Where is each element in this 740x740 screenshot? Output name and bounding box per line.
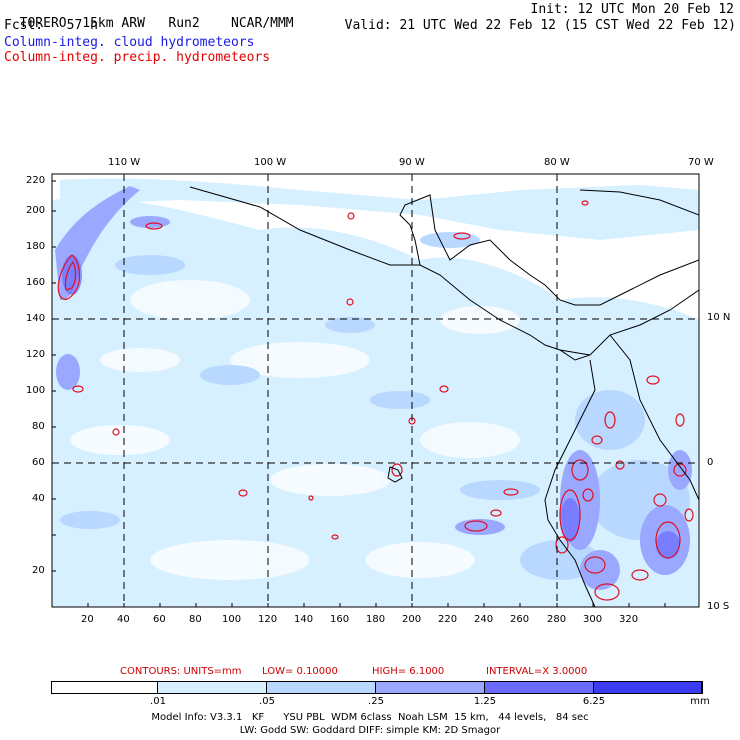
colorbar-unit: mm	[690, 696, 710, 707]
lat-label-10s: 10 S	[707, 601, 730, 612]
x-tick-label: 120	[258, 614, 278, 625]
colorbar-label: 6.25	[582, 696, 606, 707]
lon-label-100w: 100 W	[254, 157, 287, 168]
x-tick-label: 40	[117, 614, 130, 625]
colorbar-cell	[485, 682, 594, 693]
lon-label-110w: 110 W	[108, 157, 141, 168]
contour-interval: INTERVAL=X 3.0000	[486, 666, 588, 677]
axis-ticks	[52, 180, 666, 607]
field-cloud-label: Column-integ. cloud hydrometeors	[4, 35, 255, 50]
y-tick-label: 180	[26, 241, 46, 252]
y-tick-label: 100	[26, 385, 46, 396]
y-tick-label: 80	[32, 421, 45, 432]
header-line1: TORERO 15km ARW Run2 NCAR/MMM	[4, 3, 294, 31]
colorbar-cell	[267, 682, 376, 693]
x-tick-label: 180	[366, 614, 386, 625]
y-tick-label: 120	[26, 349, 46, 360]
colorbar-cell	[594, 682, 702, 693]
model-info-line2: LW: Godd SW: Goddard DIFF: simple KM: 2D…	[239, 725, 501, 736]
y-tick-label: 200	[26, 205, 46, 216]
x-tick-label: 220	[438, 614, 458, 625]
graticule	[52, 174, 699, 607]
colorbar-label: .25	[368, 696, 384, 707]
x-tick-label: 320	[619, 614, 639, 625]
y-tick-label: 160	[26, 277, 46, 288]
contour-high: HIGH= 6.1000	[372, 666, 445, 677]
colorbar	[51, 681, 703, 694]
colorbar-label: 1.25	[473, 696, 497, 707]
y-tick-label: 20	[32, 565, 45, 576]
x-tick-label: 20	[81, 614, 94, 625]
x-tick-label: 240	[474, 614, 494, 625]
colorbar-cell	[376, 682, 485, 693]
model-info-line1: Model Info: V3.3.1 KF YSU PBL WDM 6class…	[151, 712, 589, 723]
y-tick-label: 60	[32, 457, 45, 468]
contour-units: CONTOURS: UNITS=mm	[120, 666, 242, 677]
lon-label-70w: 70 W	[688, 157, 714, 168]
x-tick-label: 260	[510, 614, 530, 625]
valid-time: Valid: 21 UTC Wed 22 Feb 12 (15 CST Wed …	[344, 18, 736, 33]
init-time: Init: 12 UTC Mon 20 Feb 12	[530, 2, 735, 17]
x-tick-label: 300	[583, 614, 603, 625]
forecast-hour: Fcst: 57 h	[4, 19, 98, 33]
resolution: 15km ARW	[82, 16, 145, 31]
lat-label-10n: 10 N	[707, 312, 731, 323]
x-tick-label: 60	[153, 614, 166, 625]
colorbar-cell	[158, 682, 267, 693]
x-tick-label: 140	[294, 614, 314, 625]
colorbar-cell	[52, 682, 158, 693]
fcst-label: Fcst:	[4, 18, 44, 33]
fcst-value: 57 h	[66, 18, 98, 33]
y-tick-label: 140	[26, 313, 46, 324]
run-name: TORERO	[19, 16, 67, 31]
y-tick-label: 40	[32, 493, 45, 504]
contour-low: LOW= 0.10000	[262, 666, 338, 677]
colorbar-label: .01	[150, 696, 166, 707]
y-tick-label: 220	[26, 175, 46, 186]
lat-label-0: 0	[707, 457, 714, 468]
shaded-field	[52, 174, 699, 607]
x-tick-label: 280	[547, 614, 567, 625]
x-tick-label: 200	[402, 614, 422, 625]
lon-label-80w: 80 W	[544, 157, 570, 168]
x-tick-label: 160	[330, 614, 350, 625]
lon-label-90w: 90 W	[399, 157, 425, 168]
org-label: NCAR/MMM	[231, 16, 294, 31]
colorbar-label: .05	[259, 696, 275, 707]
run-label: Run2	[168, 16, 200, 31]
x-tick-label: 80	[189, 614, 202, 625]
x-tick-label: 100	[222, 614, 242, 625]
field-precip-label: Column-integ. precip. hydrometeors	[4, 50, 271, 65]
